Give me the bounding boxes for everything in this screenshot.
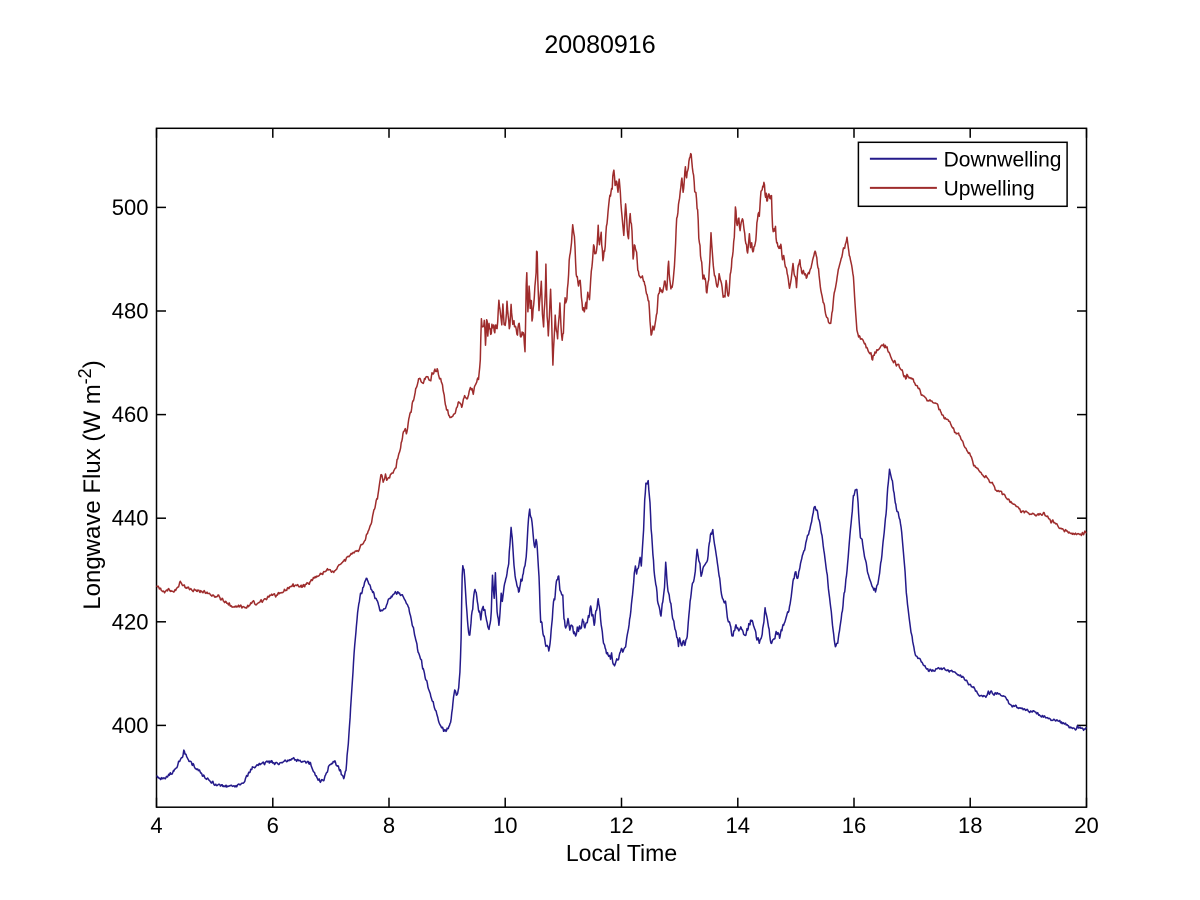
svg-text:4: 4 — [150, 813, 162, 838]
svg-text:460: 460 — [112, 402, 149, 427]
svg-text:10: 10 — [493, 813, 517, 838]
svg-text:Local Time: Local Time — [566, 840, 677, 866]
svg-text:440: 440 — [112, 506, 149, 531]
svg-text:20: 20 — [1074, 813, 1098, 838]
svg-text:12: 12 — [609, 813, 633, 838]
svg-text:420: 420 — [112, 609, 149, 634]
svg-text:Longwave Flux (W m-2): Longwave Flux (W m-2) — [75, 360, 106, 609]
svg-text:500: 500 — [112, 195, 149, 220]
svg-text:480: 480 — [112, 299, 149, 324]
svg-text:6: 6 — [267, 813, 279, 838]
svg-text:8: 8 — [383, 813, 395, 838]
svg-text:Downwelling: Downwelling — [944, 148, 1062, 171]
svg-text:18: 18 — [958, 813, 982, 838]
svg-text:20080916: 20080916 — [544, 31, 655, 59]
svg-text:16: 16 — [842, 813, 866, 838]
svg-text:400: 400 — [112, 713, 149, 738]
svg-text:Upwelling: Upwelling — [944, 178, 1035, 201]
svg-text:14: 14 — [726, 813, 750, 838]
